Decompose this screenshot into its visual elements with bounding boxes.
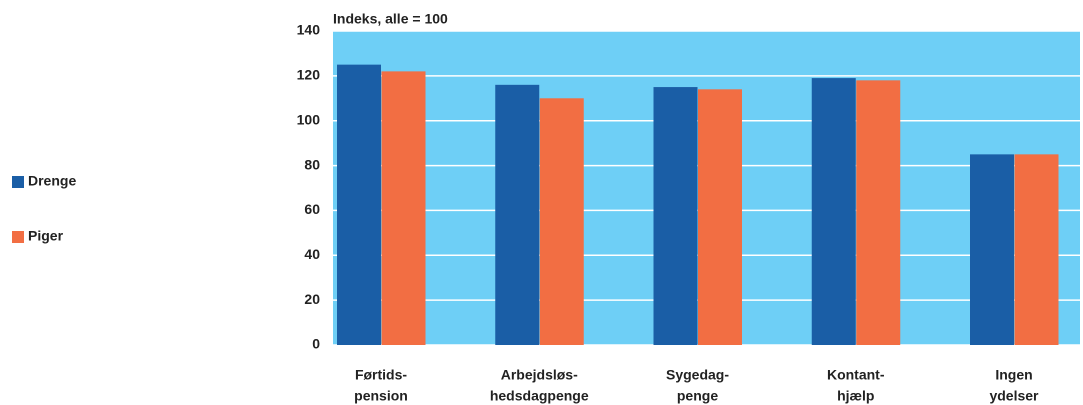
x-tick-label: Kontant-: [827, 367, 885, 383]
x-tick-label: Arbejdsløs-: [501, 367, 578, 383]
legend-swatch: [12, 176, 24, 188]
y-tick-label: 20: [304, 291, 320, 307]
y-tick-label: 80: [304, 156, 320, 172]
legend-label: Drenge: [28, 173, 76, 189]
bar: [337, 64, 381, 346]
legend-label: Piger: [28, 228, 64, 244]
bar: [539, 98, 584, 346]
x-tick-label: penge: [677, 388, 718, 404]
bar: [970, 154, 1014, 345]
bar: [1014, 154, 1059, 345]
x-tick-label: hedsdagpenge: [490, 388, 589, 404]
y-tick-label: 140: [297, 22, 321, 38]
chart-title: Indeks, alle = 100: [333, 11, 448, 27]
x-tick-label: Førtids-: [355, 367, 407, 383]
y-tick-label: 40: [304, 246, 320, 262]
bar: [653, 87, 698, 346]
x-tick-label: Ingen: [995, 367, 1032, 383]
bar: [698, 89, 742, 345]
x-tick-label: pension: [354, 388, 408, 404]
y-tick-label: 120: [297, 67, 321, 83]
y-tick-label: 0: [312, 336, 320, 352]
x-tick-label: Sygedag-: [666, 367, 729, 383]
bar: [495, 84, 540, 345]
bar: [856, 80, 901, 345]
legend-swatch: [12, 231, 24, 243]
bar: [811, 78, 856, 345]
y-tick-label: 100: [297, 111, 321, 127]
x-tick-label: ydelser: [989, 388, 1039, 404]
bar: [381, 71, 426, 345]
x-tick-label: hjælp: [837, 388, 874, 404]
y-tick-label: 60: [304, 201, 320, 217]
